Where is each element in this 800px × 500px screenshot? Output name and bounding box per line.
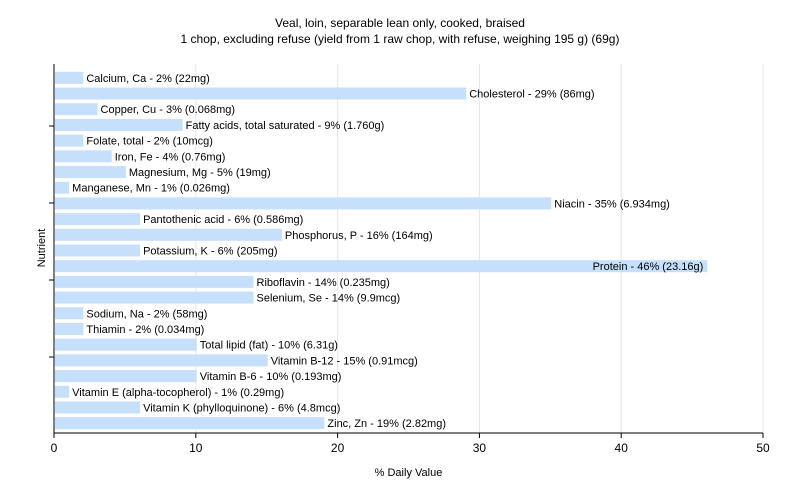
x-tick-label: 40 — [615, 441, 629, 455]
bar-label: Vitamin K (phylloquinone) - 6% (4.8mcg) — [143, 402, 340, 414]
bar — [55, 354, 268, 367]
bar — [55, 244, 141, 257]
bar-label: Selenium, Se - 14% (9.9mcg) — [257, 293, 401, 305]
bar — [55, 213, 141, 226]
bar — [55, 118, 183, 131]
x-tick-label: 30 — [473, 441, 487, 455]
bar-label: Pantothenic acid - 6% (0.586mg) — [143, 214, 303, 226]
bar-label: Magnesium, Mg - 5% (19mg) — [129, 167, 271, 179]
x-tick-label: 0 — [51, 441, 58, 455]
bar-label: Phosphorus, P - 16% (164mg) — [285, 230, 433, 242]
bar — [55, 181, 70, 194]
bar-label: Protein - 46% (23.16g) — [593, 261, 704, 273]
bar — [55, 322, 84, 335]
bar — [55, 307, 84, 320]
bar-label: Thiamin - 2% (0.034mg) — [86, 324, 204, 336]
bar-label: Cholesterol - 29% (86mg) — [469, 89, 594, 101]
bar-label: Fatty acids, total saturated - 9% (1.760… — [186, 120, 385, 132]
bar — [55, 385, 70, 398]
bars: Calcium, Ca - 2% (22mg) Cholesterol - 29%… — [55, 71, 708, 430]
chart-title-block: Veal, loin, separable lean only, cooked,… — [0, 15, 800, 47]
bar — [55, 71, 84, 84]
bar — [55, 197, 552, 210]
bar — [55, 401, 141, 414]
bar-label: Niacin - 35% (6.934mg) — [554, 198, 670, 210]
bar-label: Calcium, Ca - 2% (22mg) — [86, 73, 209, 85]
bar-label: Vitamin E (alpha-tocopherol) - 1% (0.29m… — [72, 387, 284, 399]
chart-title: Veal, loin, separable lean only, cooked,… — [275, 16, 525, 30]
bar-label: Manganese, Mn - 1% (0.026mg) — [72, 183, 230, 195]
bar — [55, 228, 282, 241]
bar-label: Vitamin B-12 - 15% (0.91mcg) — [271, 355, 418, 367]
bar — [55, 134, 84, 147]
bar — [55, 87, 467, 100]
x-tick-label: 10 — [189, 441, 203, 455]
bar-label: Zinc, Zn - 19% (2.82mg) — [327, 418, 446, 430]
x-tick-label: 20 — [331, 441, 345, 455]
bar-label: Riboflavin - 14% (0.235mg) — [257, 277, 390, 289]
bar-label: Total lipid (fat) - 10% (6.31g) — [200, 340, 338, 352]
bar-label: Iron, Fe - 4% (0.76mg) — [115, 151, 226, 163]
chart-subtitle: 1 chop, excluding refuse (yield from 1 r… — [180, 32, 620, 46]
bar — [55, 166, 126, 179]
bar-label: Folate, total - 2% (10mcg) — [86, 136, 213, 148]
bar-label: Vitamin B-6 - 10% (0.193mg) — [200, 371, 342, 383]
bar-label: Potassium, K - 6% (205mg) — [143, 246, 278, 258]
bar — [55, 417, 325, 430]
bar — [55, 291, 254, 304]
bar — [55, 103, 98, 116]
bar — [55, 260, 708, 273]
x-axis-title: % Daily Value — [375, 467, 443, 479]
bar — [55, 150, 112, 163]
bar — [55, 338, 197, 351]
bar — [55, 275, 254, 288]
axes: 0 10 20 30 40 50 — [49, 64, 770, 455]
bar-label: Copper, Cu - 3% (0.068mg) — [101, 104, 236, 116]
x-tick-label: 50 — [756, 441, 770, 455]
bar — [55, 370, 197, 383]
bar-label: Sodium, Na - 2% (58mg) — [86, 308, 207, 320]
y-axis-title: Nutrient — [36, 229, 48, 268]
